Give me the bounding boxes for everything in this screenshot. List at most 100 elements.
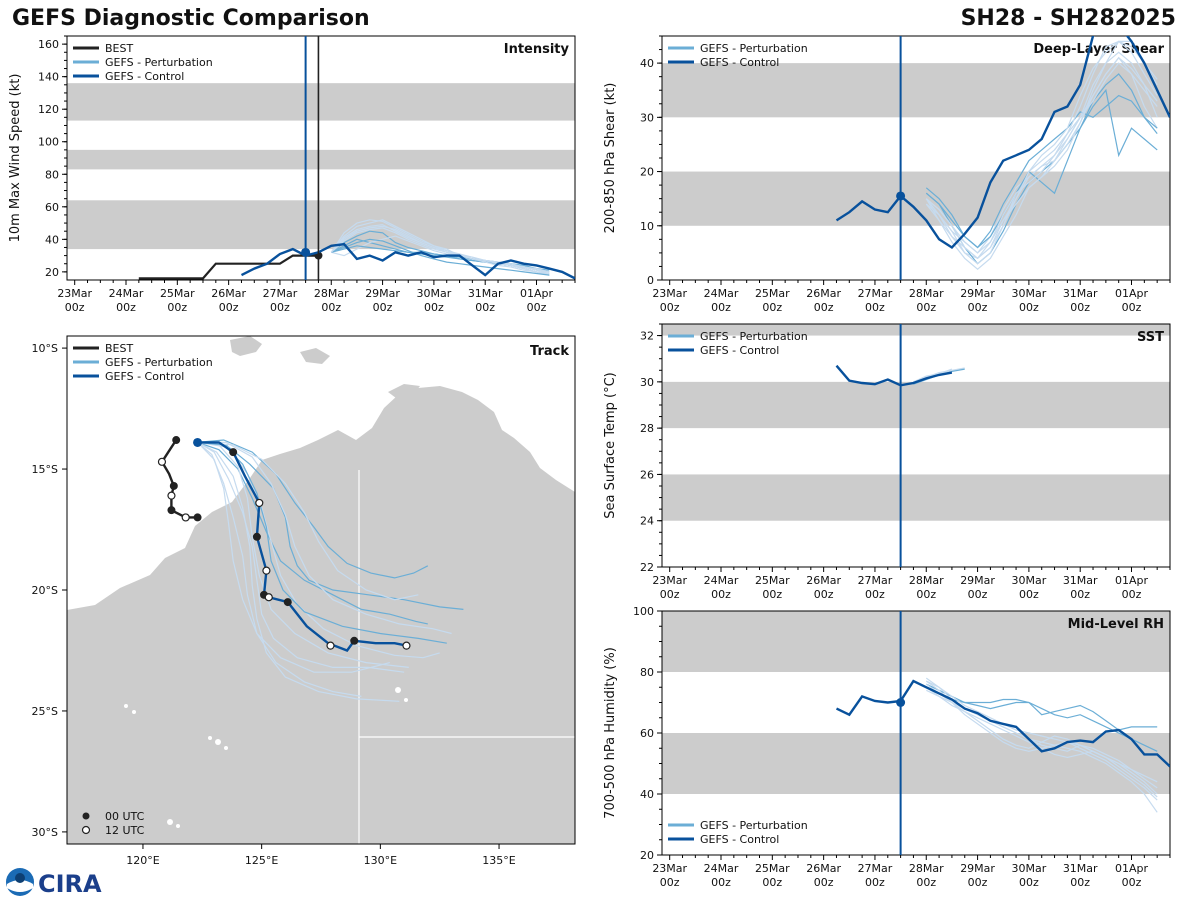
sst-xtick-label: 00z [814, 588, 834, 601]
sst-xtick-label: 00z [660, 588, 680, 601]
rh-xtick-label: 26Mar [806, 862, 841, 875]
intensity-panel: 2040608010012014016023Mar00z24Mar00z25Ma… [8, 35, 576, 314]
noaa-cira-logo: CIRA [4, 866, 114, 898]
sst-ytick-label: 26 [640, 468, 654, 481]
shear-xtick-label: 00z [1019, 301, 1039, 314]
sst-xtick-label: 23Mar [652, 574, 687, 587]
rh-xtick-label: 24Mar [704, 862, 739, 875]
track-best-marker-00utc [169, 481, 178, 490]
shear-xtick-label: 28Mar [909, 287, 944, 300]
track-perturbation-line [197, 441, 405, 673]
intensity-perturbation-line [330, 227, 550, 273]
rh-init-marker [896, 698, 906, 707]
sst-xtick-label: 31Mar [1063, 574, 1098, 587]
shear-perturbation-line [925, 88, 1158, 249]
track-control-marker-12utc [262, 566, 271, 575]
intensity-xtick-label: 00z [321, 301, 341, 314]
intensity-perturbation-line [330, 219, 550, 276]
track-control-marker-init [193, 437, 203, 447]
rh-xtick-label: 28Mar [909, 862, 944, 875]
intensity-panel-title: Intensity [504, 42, 570, 57]
track-control-marker-12utc [264, 593, 273, 602]
intensity-xtick-label: 26Mar [211, 287, 246, 300]
shear-xtick-label: 27Mar [858, 287, 893, 300]
sst-panel-title: SST [1137, 330, 1164, 345]
svg-text:CIRA: CIRA [38, 870, 102, 898]
track-control-marker-00utc [252, 532, 261, 541]
rh-xtick-label: 00z [1070, 876, 1090, 889]
intensity-band [67, 83, 575, 121]
storm-id-title: SH28 - SH282025 [960, 6, 1176, 31]
rh-xtick-label: 00z [814, 876, 834, 889]
rh-band [662, 733, 1170, 794]
sst-xtick-label: 26Mar [806, 574, 841, 587]
track-xtick-label: 120°E [126, 854, 159, 867]
track-series [157, 436, 464, 702]
intensity-xtick-label: 27Mar [263, 287, 298, 300]
legend-label-ctrl: GEFS - Control [105, 370, 184, 383]
track-panel-title: Track [530, 344, 569, 359]
rh-xtick-label: 00z [762, 876, 782, 889]
legend-label-pert: GEFS - Perturbation [105, 356, 213, 369]
rh-xtick-label: 01Apr [1115, 862, 1149, 875]
intensity-xtick-label: 31Mar [468, 287, 503, 300]
track-best-marker-00utc [167, 506, 176, 515]
track-control-marker-00utc [283, 598, 292, 607]
shear-ylabel: 200-850 hPa Shear (kt) [603, 83, 618, 234]
sst-ytick-label: 32 [640, 330, 654, 343]
rh-ytick-label: 80 [640, 666, 654, 679]
shear-control-line [835, 36, 1170, 250]
track-xtick-label: 135°E [482, 854, 515, 867]
sst-control-line [835, 364, 953, 387]
legend-00utc-marker [82, 812, 90, 820]
intensity-xtick-label: 29Mar [365, 287, 400, 300]
intensity-xtick-label: 30Mar [417, 287, 452, 300]
track-perturbation-line [197, 441, 428, 625]
legend-12utc-label: 12 UTC [105, 824, 145, 837]
shear-init-marker [896, 191, 906, 201]
shear-band [662, 171, 1170, 226]
figure-title: GEFS Diagnostic Comparison [12, 6, 370, 31]
shear-xtick-label: 26Mar [806, 287, 841, 300]
shear-xtick-label: 01Apr [1115, 287, 1149, 300]
sst-ytick-label: 30 [640, 376, 654, 389]
track-xtick-label: 130°E [364, 854, 397, 867]
intensity-xtick-label: 00z [373, 301, 393, 314]
shear-xtick-label: 00z [916, 301, 936, 314]
intensity-xtick-label: 00z [527, 301, 547, 314]
intensity-ytick-label: 20 [45, 266, 59, 279]
intensity-perturbation-line [330, 224, 550, 273]
sst-ylabel: Sea Surface Temp (°C) [603, 372, 618, 519]
shear-xtick-label: 31Mar [1063, 287, 1098, 300]
sst-xtick-label: 27Mar [858, 574, 893, 587]
sst-xtick-label: 24Mar [704, 574, 739, 587]
sst-ytick-label: 24 [640, 515, 654, 528]
legend-label-ctrl: GEFS - Control [700, 56, 779, 69]
track-perturbation-line [197, 441, 447, 644]
track-perturbation-line [197, 441, 452, 635]
rh-ytick-label: 100 [633, 605, 654, 618]
intensity-xtick-label: 23Mar [57, 287, 92, 300]
intensity-ytick-label: 140 [38, 71, 59, 84]
intensity-init-marker [301, 247, 311, 257]
intensity-ytick-label: 100 [38, 136, 59, 149]
track-best-marker-12utc [157, 457, 167, 466]
rh-xtick-label: 29Mar [960, 862, 995, 875]
rh-panel: 2040608010023Mar00z24Mar00z25Mar00z26Mar… [603, 605, 1171, 889]
intensity-xtick-label: 00z [475, 301, 495, 314]
rh-control-line [835, 679, 1170, 768]
sst-frame [661, 323, 1171, 568]
rh-ytick-label: 60 [640, 727, 654, 740]
sst-ytick-label: 22 [640, 561, 654, 574]
track-perturbation-line [197, 441, 409, 668]
sst-xtick-label: 00z [711, 588, 731, 601]
rh-xtick-label: 00z [916, 876, 936, 889]
sst-band [662, 381, 1170, 429]
rh-xtick-label: 30Mar [1012, 862, 1047, 875]
legend-label-best: BEST [105, 342, 133, 355]
track-perturbation-line [197, 439, 429, 579]
intensity-xtick-label: 00z [219, 301, 239, 314]
legend-label-pert: GEFS - Perturbation [700, 819, 808, 832]
intensity-best-line [138, 254, 319, 280]
